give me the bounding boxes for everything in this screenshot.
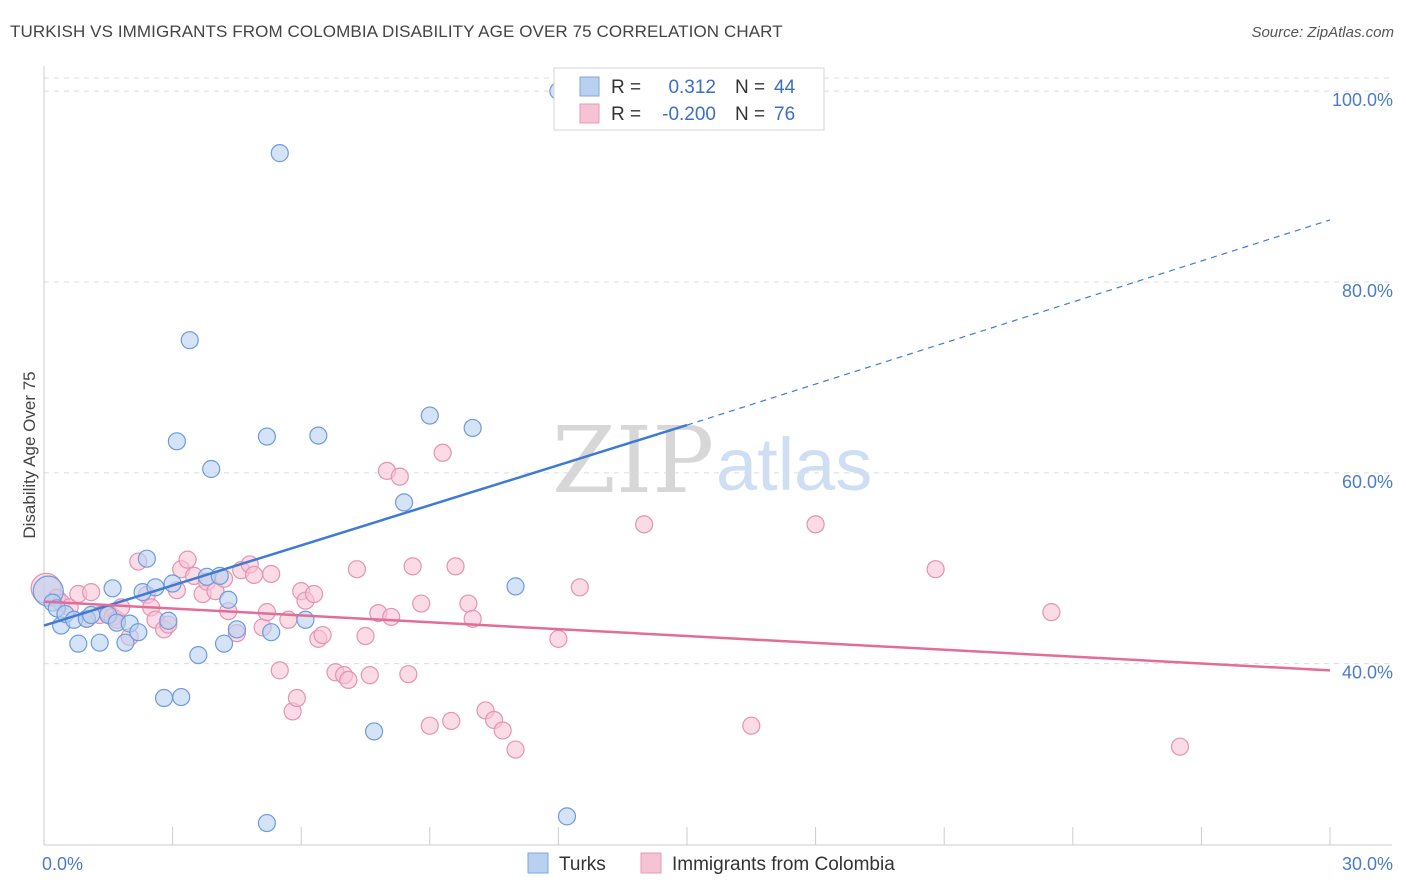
point-turks-25: [189, 645, 208, 665]
data-points: [30, 81, 1190, 833]
point-turks-34: [270, 144, 289, 163]
point-turks-31: [227, 620, 246, 639]
point-turks-37: [309, 426, 328, 445]
trend-lines: [43, 219, 1331, 672]
point-colombia-67: [549, 629, 568, 648]
legend-r-label-turks: R =: [611, 77, 641, 98]
point-turks-38: [364, 722, 384, 741]
point-colombia-61: [459, 594, 478, 613]
point-turks-40: [420, 406, 439, 425]
y-tick-label-80: 80.0%: [1342, 281, 1393, 301]
point-turks-19: [154, 688, 174, 708]
x-tick-label-min: 0.0%: [42, 854, 83, 874]
point-colombia-57: [420, 716, 439, 735]
stats-legend: R = 0.312 N = 44 R = -0.200 N = 76: [553, 67, 825, 131]
point-colombia-70: [742, 716, 761, 735]
point-colombia-66: [506, 740, 525, 759]
point-colombia-31: [244, 565, 264, 585]
point-colombia-55: [403, 557, 422, 576]
series-legend-label-colombia: Immigrants from Colombia: [672, 854, 895, 875]
y-tick-label-40: 40.0%: [1342, 663, 1393, 683]
point-colombia-21: [178, 550, 197, 569]
point-colombia-68: [570, 578, 589, 597]
point-turks-11: [103, 579, 122, 598]
point-colombia-74: [1170, 737, 1190, 756]
chart-title: TURKISH VS IMMIGRANTS FROM COLOMBIA DISA…: [10, 22, 783, 41]
point-colombia-65: [493, 721, 512, 740]
trend-line-colombia: [43, 600, 1331, 672]
y-tick-label-100: 100.0%: [1332, 90, 1393, 110]
point-turks-23: [167, 432, 186, 451]
point-turks-24: [180, 331, 199, 350]
point-colombia-6: [82, 583, 101, 602]
point-colombia-34: [262, 564, 281, 584]
source-credit: Source: ZipAtlas.com: [1251, 24, 1394, 41]
point-turks-27: [202, 459, 221, 479]
trend-line-turks-projection: [686, 219, 1331, 426]
point-turks-17: [137, 549, 156, 568]
point-turks-20: [159, 611, 178, 630]
point-turks-9: [90, 633, 109, 652]
point-colombia-38: [287, 688, 307, 708]
point-colombia-43: [313, 625, 332, 645]
legend-r-label-colombia: R =: [611, 104, 641, 125]
point-colombia-46: [339, 670, 358, 690]
point-turks-39: [394, 493, 414, 512]
legend-r-value-turks: 0.312: [668, 77, 716, 98]
legend-n-value-turks: 44: [774, 77, 796, 98]
point-colombia-49: [360, 666, 379, 685]
legend-n-label-turks: N =: [735, 77, 765, 98]
point-colombia-73: [1042, 603, 1061, 622]
point-colombia-60: [446, 557, 465, 576]
legend-swatch-turks: [579, 76, 600, 97]
point-turks-44: [557, 807, 577, 826]
point-turks-35: [262, 623, 281, 642]
point-colombia-54: [399, 665, 418, 684]
point-turks-22: [172, 687, 191, 707]
legend-swatch-colombia: [579, 103, 600, 124]
series-legend-label-turks: Turks: [559, 854, 606, 875]
point-colombia-58: [433, 443, 452, 462]
y-tick-labels: 40.0% 60.0% 80.0% 100.0%: [1332, 90, 1393, 683]
point-turks-32: [257, 813, 277, 833]
point-colombia-52: [382, 607, 401, 627]
x-tick-label-max: 30.0%: [1342, 854, 1393, 874]
point-colombia-35: [270, 661, 289, 680]
point-turks-42: [506, 577, 525, 596]
point-colombia-69: [635, 515, 654, 534]
y-tick-label-60: 60.0%: [1342, 472, 1393, 492]
point-turks-6: [69, 634, 88, 653]
point-turks-29: [214, 634, 234, 653]
legend-n-value-colombia: 76: [774, 104, 795, 125]
series-legend-swatch-colombia: [640, 852, 662, 874]
point-colombia-47: [347, 560, 367, 579]
point-turks-41: [463, 418, 482, 438]
watermark-atlas: atlas: [716, 423, 872, 506]
point-colombia-71: [806, 515, 825, 534]
point-colombia-72: [926, 560, 945, 579]
point-turks-33: [257, 427, 277, 446]
y-axis-label: Disability Age Over 75: [20, 371, 39, 538]
point-turks-15: [129, 623, 148, 642]
point-turks-30: [219, 590, 238, 609]
point-colombia-48: [356, 626, 375, 646]
series-legend-swatch-turks: [527, 852, 549, 874]
trend-line-turks: [43, 423, 688, 627]
point-turks-36: [296, 610, 315, 629]
point-colombia-56: [412, 594, 431, 613]
series-legend: Turks Immigrants from Colombia: [527, 852, 895, 875]
legend-r-value-colombia: -0.200: [662, 104, 716, 125]
legend-n-label-colombia: N =: [735, 104, 765, 125]
axes: [43, 66, 1392, 846]
point-colombia-59: [442, 711, 461, 731]
point-colombia-53: [390, 467, 409, 486]
point-colombia-41: [304, 584, 324, 604]
point-turks-13: [116, 633, 135, 652]
